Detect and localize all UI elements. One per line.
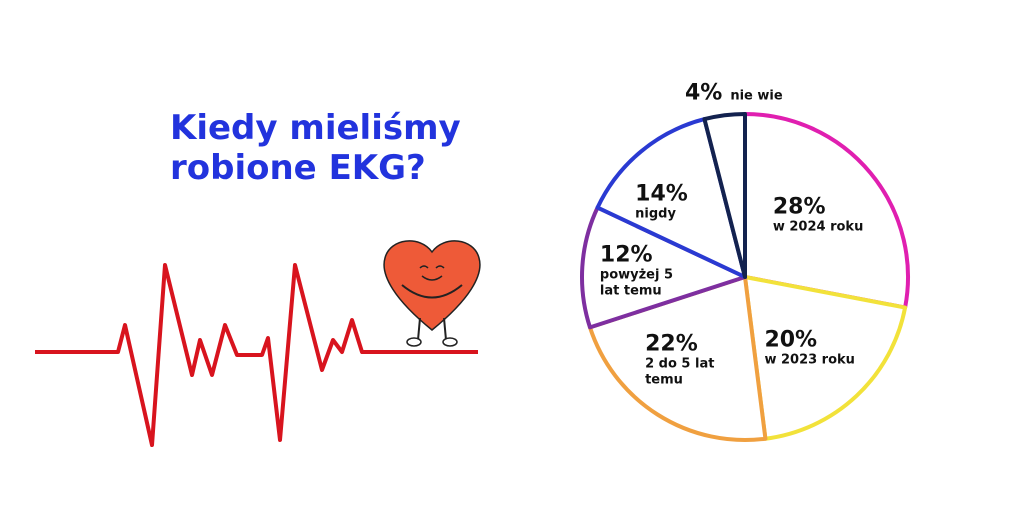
heart-character [383, 240, 481, 347]
ekg-line [35, 263, 478, 447]
pie-slice [743, 112, 910, 310]
percent-label: 22% [645, 331, 698, 357]
pie-slice [595, 117, 747, 279]
percent-label: 20% [764, 327, 818, 353]
pie-slice [743, 275, 908, 441]
slice-label: 4% nie wie [685, 81, 783, 106]
category-label: w 2023 roku [764, 352, 855, 368]
percent-label: 14% [635, 181, 688, 207]
category-label: 2 do 5 lat temu [645, 356, 715, 388]
percent-label: 4% [684, 80, 723, 106]
chart-title: Kiedy mieliśmy robione EKG? [170, 108, 461, 188]
category-label: w 2024 roku [772, 219, 864, 235]
pie-slice [580, 205, 747, 330]
slice-label: 20% w 2023 roku [764, 328, 859, 369]
category-label: nigdy [635, 206, 676, 222]
slice-label: 12% powyżej 5 lat temu [600, 242, 695, 299]
slice-label: 22% 2 do 5 lat temu [645, 331, 740, 388]
slice-label: 14% nigdy [635, 181, 730, 222]
slice-label: 28% w 2024 roku [773, 194, 868, 235]
percent-label: 12% [599, 242, 653, 268]
pie-slice [702, 112, 747, 279]
percent-label: 28% [772, 194, 826, 220]
category-label: powyżej 5 lat temu [599, 267, 674, 299]
category-label: nie wie [730, 88, 783, 104]
pie-slice [587, 275, 768, 442]
